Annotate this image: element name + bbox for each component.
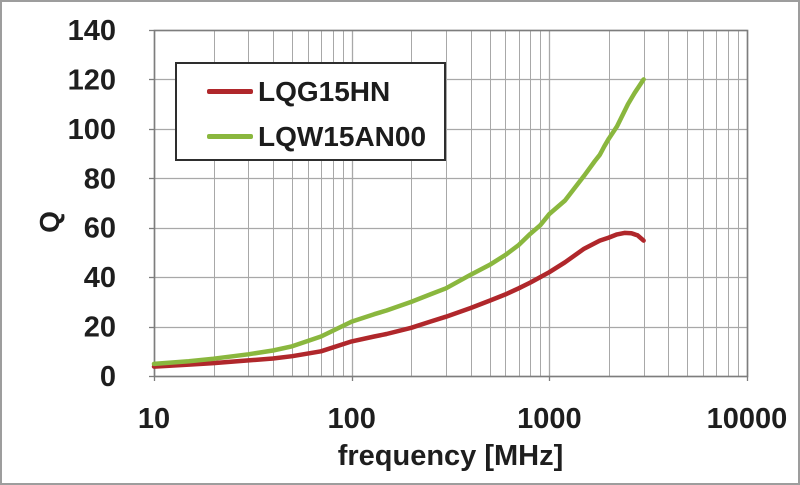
x-tick-label: 10000: [707, 403, 788, 435]
legend-item-lqg15hn: LQG15HN: [177, 69, 444, 114]
y-tick-label: 40: [84, 262, 116, 294]
y-axis-title: Q: [34, 211, 65, 233]
legend-item-lqw15an00: LQW15AN00: [177, 114, 444, 159]
y-tick-label: 100: [68, 114, 116, 146]
x-tick-label: 10: [138, 403, 170, 435]
y-tick-label: 20: [84, 312, 116, 344]
plot-frame: [153, 29, 749, 378]
y-tick-label: 80: [84, 163, 116, 195]
chart-legend: LQG15HN LQW15AN00: [175, 62, 446, 161]
legend-label-lqg15hn: LQG15HN: [258, 75, 391, 107]
y-tick-label: 140: [68, 15, 116, 47]
y-tick-label: 120: [68, 64, 116, 96]
y-tick-label: 60: [84, 213, 116, 245]
legend-line-swatch-red: [207, 89, 253, 94]
x-axis-title: frequency [MHz]: [337, 440, 564, 472]
y-tick-label: 0: [100, 361, 116, 393]
series-line-lqg15hn: [151, 230, 646, 369]
legend-line-swatch-green: [207, 134, 253, 139]
legend-label-lqw15an00: LQW15AN00: [258, 120, 427, 152]
x-tick-label: 1000: [517, 403, 582, 435]
series-line-lqw15an00: [151, 77, 646, 367]
x-tick-label: 100: [327, 403, 375, 435]
